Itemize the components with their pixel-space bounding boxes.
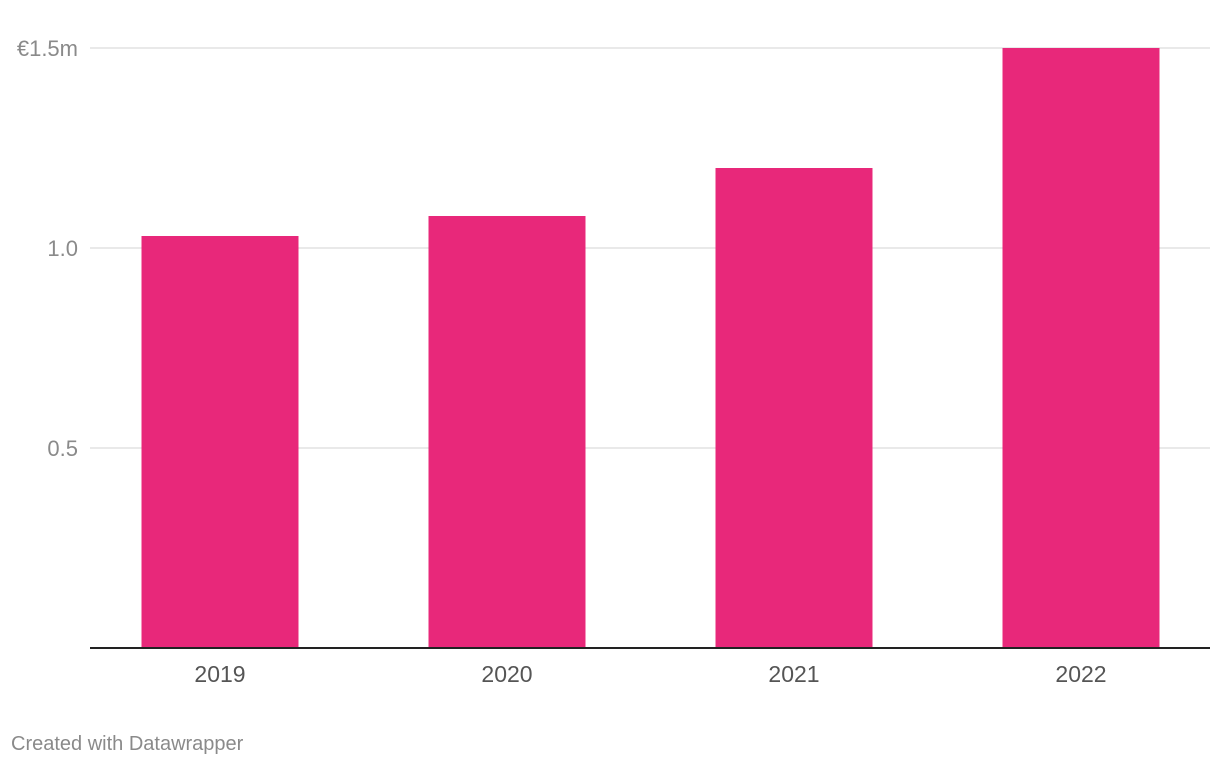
x-tick-label: 2019: [194, 661, 245, 687]
bar-2020: [428, 216, 586, 648]
y-axis-ticks: 0.5 1.0 €1.5m: [17, 36, 78, 461]
y-tick-label: 0.5: [47, 436, 78, 461]
bar-2019: [141, 236, 299, 648]
bar-chart: 0.5 1.0 €1.5m 2019 2020 2021 2022: [17, 36, 1210, 687]
bar-2021: [715, 168, 873, 648]
x-tick-label: 2020: [481, 661, 532, 687]
credit-text: Created with Datawrapper: [11, 733, 244, 755]
y-tick-label: €1.5m: [17, 36, 78, 61]
y-tick-label: 1.0: [47, 236, 78, 261]
x-axis-ticks: 2019 2020 2021 2022: [194, 661, 1106, 687]
x-tick-label: 2021: [768, 661, 819, 687]
x-tick-label: 2022: [1055, 661, 1106, 687]
bar-2022: [1002, 48, 1160, 648]
bars: [141, 48, 1160, 648]
